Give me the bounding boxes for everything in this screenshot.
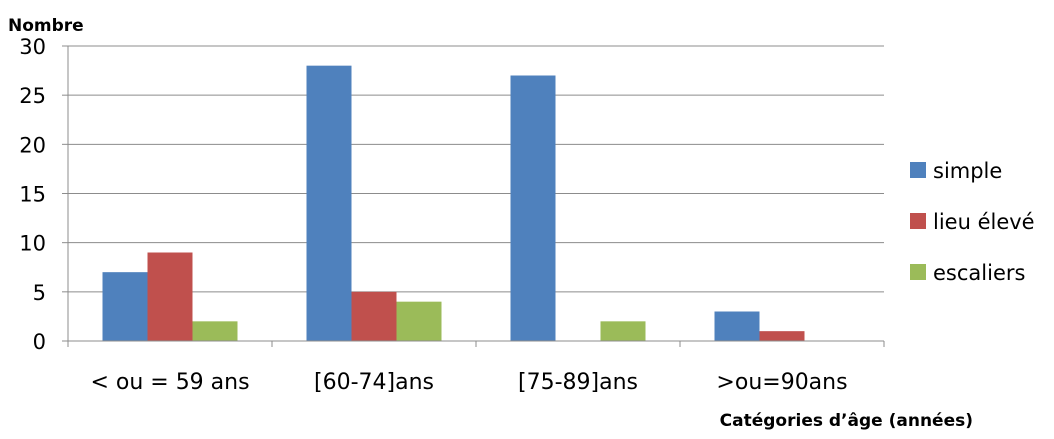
y-axis-title: Nombre	[8, 16, 84, 36]
bars	[102, 65, 805, 342]
x-tick-label: [75-89]ans	[518, 370, 638, 395]
gridlines	[62, 45, 884, 342]
y-tick-label: 0	[33, 330, 46, 354]
legend-swatch	[910, 213, 926, 229]
bar-simple-2	[510, 75, 556, 341]
axes	[67, 46, 885, 347]
x-tick-labels: < ou = 59 ans [60-74]ans [75-89]ans >ou=90a…	[90, 370, 847, 395]
legend: simple lieu élevé escaliers	[910, 159, 1035, 285]
legend-swatch	[910, 162, 926, 178]
bar-simple-0	[102, 272, 148, 341]
y-tick-label: 5	[33, 281, 46, 305]
y-tick-label: 25	[19, 84, 46, 108]
y-tick-label: 15	[19, 183, 46, 207]
bar-escaliers-0	[192, 321, 238, 341]
y-tick-label: 30	[19, 35, 46, 59]
legend-label: escaliers	[933, 261, 1025, 285]
x-axis-title: Catégories d’âge (années)	[720, 411, 973, 431]
legend-label: simple	[933, 159, 1002, 183]
y-tick-labels: 0 5 10 15 20 25 30	[19, 35, 46, 354]
y-tick-label: 20	[19, 133, 46, 157]
bar-lieu-élevé-3	[759, 331, 805, 341]
legend-swatch	[910, 264, 926, 280]
bar-lieu-élevé-1	[351, 291, 397, 341]
x-tick-label: [60-74]ans	[314, 370, 434, 395]
legend-label: lieu élevé	[933, 210, 1035, 234]
bar-escaliers-1	[396, 301, 442, 341]
y-tick-label: 10	[19, 232, 46, 256]
bar-simple-3	[714, 311, 760, 341]
x-tick-label: >ou=90ans	[716, 370, 847, 395]
bar-lieu-élevé-0	[147, 252, 193, 341]
bar-simple-1	[306, 65, 352, 342]
bar-escaliers-2	[600, 321, 646, 341]
x-tick-label: < ou = 59 ans	[90, 370, 249, 395]
